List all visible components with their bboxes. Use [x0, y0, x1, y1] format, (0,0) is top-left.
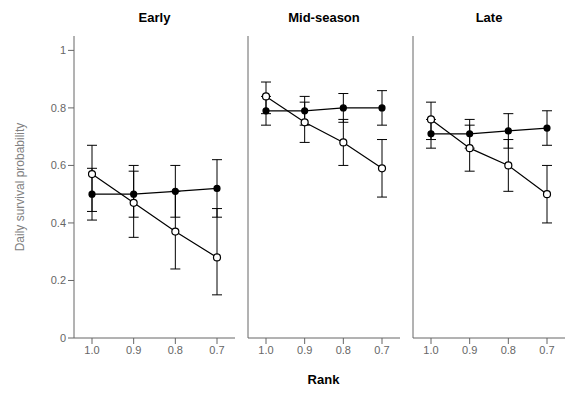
svg-text:Daily survival probability: Daily survival probability: [13, 123, 27, 252]
svg-text:1.0: 1.0: [423, 344, 438, 356]
svg-text:0.8: 0.8: [501, 344, 516, 356]
svg-text:0.2: 0.2: [51, 274, 66, 286]
svg-text:1.0: 1.0: [258, 344, 273, 356]
svg-text:0.7: 0.7: [374, 344, 389, 356]
svg-text:1: 1: [60, 44, 66, 56]
html-text:Mid-season: Mid-season: [288, 10, 360, 25]
svg-text:0.8: 0.8: [336, 344, 351, 356]
svg-text:0.9: 0.9: [126, 344, 141, 356]
html-text:Rank: Rank: [307, 372, 340, 387]
svg-text:0.8: 0.8: [51, 102, 66, 114]
svg-text:0: 0: [60, 332, 66, 344]
html-text:Late: Late: [475, 10, 503, 25]
svg-text:0.7: 0.7: [539, 344, 554, 356]
svg-text:0.9: 0.9: [462, 344, 477, 356]
svg-text:0.9: 0.9: [297, 344, 312, 356]
svg-text:1.0: 1.0: [84, 344, 99, 356]
svg-text:0.7: 0.7: [209, 344, 224, 356]
svg-text:0.4: 0.4: [51, 217, 66, 229]
svg-text:0.6: 0.6: [51, 159, 66, 171]
html-text:Early: Early: [138, 10, 171, 25]
svg-text:0.8: 0.8: [168, 344, 183, 356]
